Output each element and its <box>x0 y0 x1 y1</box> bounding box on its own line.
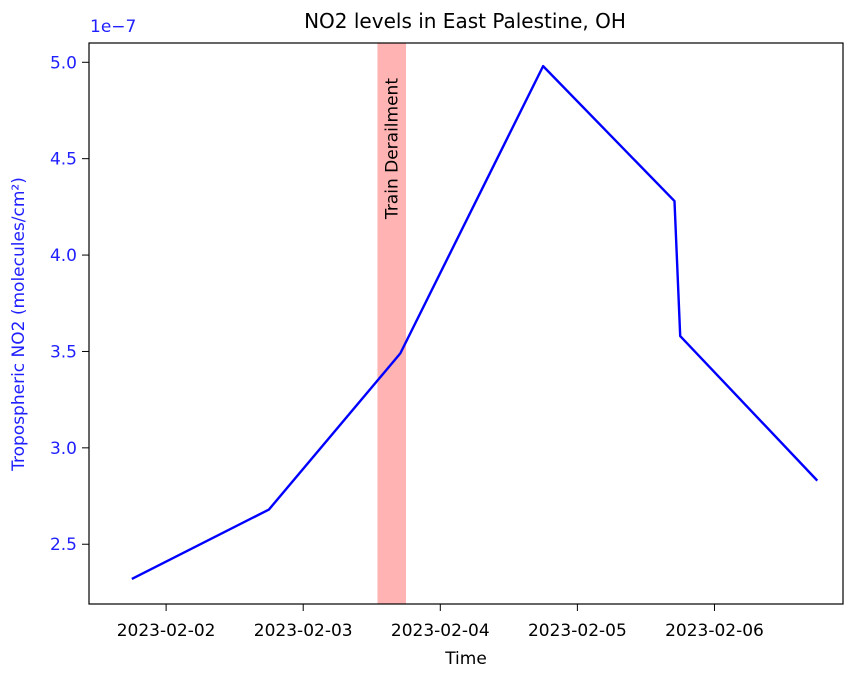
x-tick-label: 2023-02-03 <box>254 621 353 641</box>
y-axis-ticks: 2.5 3.0 3.5 4.0 4.5 5.0 <box>50 53 89 555</box>
y-tick-label: 4.0 <box>50 246 77 266</box>
no2-series-line <box>131 64 819 581</box>
chart-title: NO2 levels in East Palestine, OH <box>304 9 626 33</box>
y-axis-label: Tropospheric NO2 (molecules/cm²) <box>9 177 29 472</box>
axes-frame <box>88 42 844 605</box>
x-tick-label: 2023-02-06 <box>665 621 764 641</box>
plot-area: Train Derailment <box>131 43 819 604</box>
y-tick-label: 3.5 <box>50 342 77 362</box>
derailment-annotation: Train Derailment <box>383 78 403 220</box>
x-tick-label: 2023-02-05 <box>528 621 627 641</box>
y-offset-label: 1e−7 <box>90 17 136 37</box>
y-tick-label: 5.0 <box>50 53 77 73</box>
x-axis-ticks: 2023-02-02 2023-02-03 2023-02-04 2023-02-05… <box>117 604 764 641</box>
x-tick-label: 2023-02-02 <box>117 621 216 641</box>
x-tick-label: 2023-02-04 <box>391 621 490 641</box>
x-axis-label: Time <box>444 649 487 669</box>
y-tick-label: 3.0 <box>50 439 77 459</box>
derailment-highlight-band <box>377 43 407 604</box>
y-tick-label: 4.5 <box>50 150 77 170</box>
y-tick-label: 2.5 <box>50 535 77 555</box>
